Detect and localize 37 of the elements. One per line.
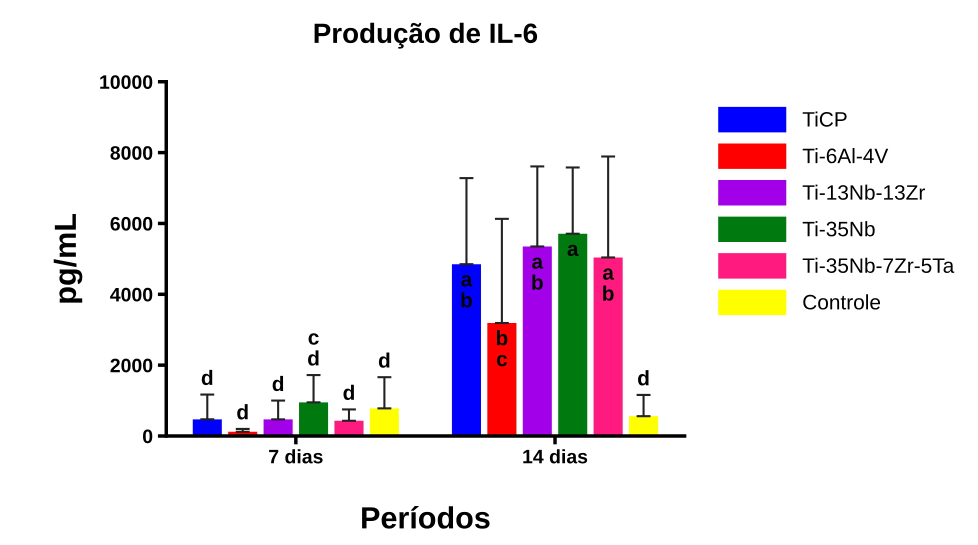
data-label: a b — [532, 257, 544, 290]
data-label: d — [237, 404, 248, 420]
bar — [594, 257, 623, 436]
data-label: a b — [461, 275, 472, 308]
data-label: d — [378, 352, 390, 368]
legend-label: Ti-6Al-4V — [802, 148, 888, 164]
legend-label: TiCP — [802, 111, 847, 127]
y-tick-label: 10000 — [100, 75, 152, 89]
bar — [487, 322, 516, 436]
chart-title: Produção de IL-6 — [314, 22, 538, 49]
bar — [522, 246, 552, 436]
y-tick-label: 8000 — [110, 146, 152, 160]
x-tick-label: 7 dias — [269, 449, 323, 464]
bar — [452, 264, 481, 436]
data-label: d — [343, 384, 354, 400]
y-axis-title: pg/mL — [54, 214, 82, 303]
legend-label: Ti-35Nb-7Zr-5Ta — [802, 258, 954, 273]
data-label: a b — [602, 268, 614, 301]
y-tick-label: 4000 — [110, 288, 152, 302]
y-tick-label: 0 — [143, 429, 152, 444]
data-label: d — [202, 370, 212, 386]
y-tick-label: 6000 — [110, 216, 152, 231]
bar — [558, 234, 588, 436]
x-axis-title: Períodos — [362, 506, 490, 529]
data-label: a — [568, 244, 579, 256]
x-tick-label: 14 dias — [523, 449, 588, 464]
data-label: d — [272, 376, 284, 392]
bar — [629, 416, 658, 436]
data-label: c d — [308, 333, 319, 366]
bar — [370, 408, 399, 436]
legend-label: Controle — [803, 294, 880, 310]
data-label: d — [638, 370, 649, 386]
bar — [299, 402, 328, 436]
y-tick-label: 2000 — [110, 358, 152, 372]
legend-label: Ti-13Nb-13Zr — [802, 184, 925, 200]
legend-label: Ti-35Nb — [802, 221, 875, 236]
data-label: b c — [496, 330, 508, 366]
